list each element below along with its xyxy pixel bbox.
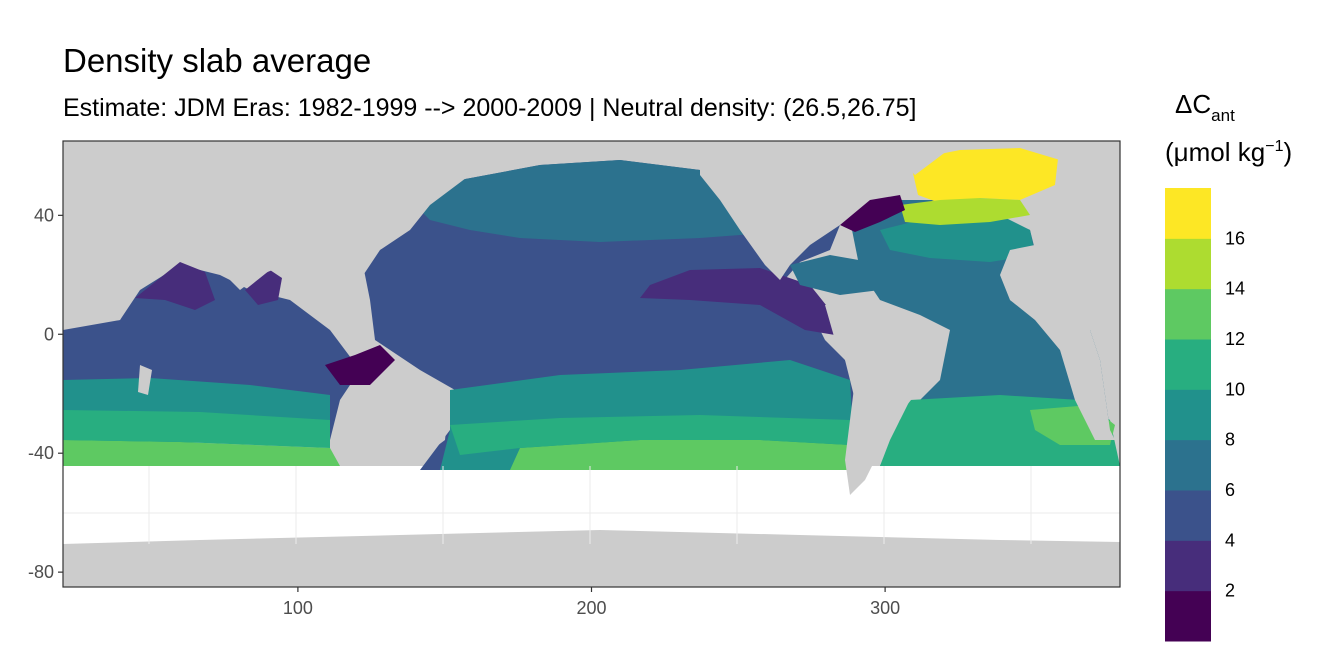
ocean-eastern-tropical-pacific [640,268,835,335]
ocean-bay-of-bengal [245,270,282,305]
ocean-south-indian-front [63,440,340,466]
land-madagascar [138,365,152,395]
ocean-indonesian-seas [325,345,395,385]
y-tick-label: 0 [44,324,54,344]
chart-subtitle: Estimate: JDM Eras: 1982-1999 --> 2000-2… [63,94,917,122]
ocean-south-pacific-front2 [450,415,850,455]
legend-title-subscript: ant [1211,106,1235,125]
legend-break-label: 10 [1225,379,1245,399]
land-eurasia [63,141,540,325]
legend-swatch [1165,590,1211,642]
ocean-north-atlantic-mid [880,215,1035,262]
legend-swatch [1165,339,1211,390]
land-north-america [700,141,900,280]
grid [63,466,1120,544]
legend-swatch [1165,288,1211,340]
legend-break-label: 14 [1225,279,1245,299]
legend-break-label: 12 [1225,329,1245,349]
legend-swatch [1165,490,1211,541]
legend-unit-suffix: ) [1283,137,1292,167]
legend-swatch [1165,540,1211,592]
ocean-south-pacific-front [510,440,855,470]
land-africa [1000,240,1120,440]
x-axis: 100 200 300 [283,587,900,618]
x-tick-label: 300 [870,598,900,618]
y-tick-label: -80 [28,562,54,582]
legend-swatch [1165,188,1211,239]
ocean-caribbean [790,255,880,295]
ocean-irminger [900,198,1030,225]
land-south-america [825,300,945,495]
y-tick-label: -40 [28,443,54,463]
ocean-south-indian-mid [63,410,330,448]
land-greenland [880,141,960,175]
x-tick-label: 200 [576,598,606,618]
legend-swatch [1165,238,1211,290]
legend-break-label: 6 [1225,480,1235,500]
x-tick-label: 100 [283,598,313,618]
legend-labels: 2 4 6 8 10 12 14 16 [1225,228,1245,600]
y-axis: 40 0 -40 -80 [28,205,63,582]
ocean-gulf-stream [840,195,905,232]
legend-unit: (μmol kg−1) [1165,137,1292,167]
land-europe [1040,141,1120,245]
legend-break-label: 4 [1225,530,1235,550]
chart-title: Density slab average [63,42,372,79]
legend-break-label: 2 [1225,581,1235,601]
land-antarctica [63,530,1120,587]
legend-swatch [1165,439,1211,491]
legend: ΔCant (μmol kg−1) 2 4 6 8 10 12 14 16 [1165,89,1292,642]
legend-title-symbol: ΔCant [1175,89,1235,125]
legend-unit-superscript: −1 [1265,138,1283,155]
legend-break-label: 8 [1225,430,1235,450]
legend-break-label: 16 [1225,228,1245,248]
ocean-subpolar-north-atlantic [910,148,1060,205]
legend-swatch [1165,389,1211,441]
legend-swatches [1165,188,1211,642]
y-tick-label: 40 [34,205,54,225]
ocean-arabian-sea [135,262,215,310]
land-australia [340,378,448,455]
